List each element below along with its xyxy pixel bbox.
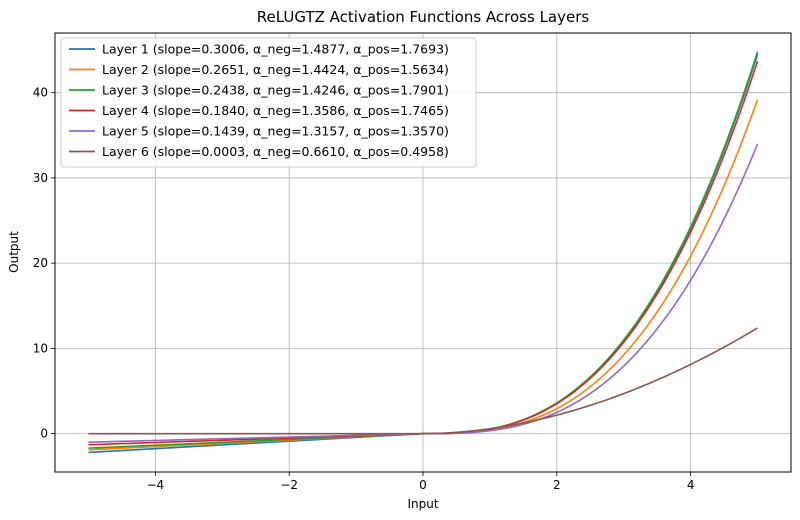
y-tick-label: 10 [33, 341, 48, 355]
x-axis-label: Input [407, 497, 438, 511]
x-tick-label: 2 [553, 478, 561, 492]
y-tick-label: 20 [33, 256, 48, 270]
y-axis-label: Output [7, 231, 21, 273]
legend-label: Layer 2 (slope=0.2651, α_neg=1.4424, α_p… [102, 62, 449, 77]
legend-label: Layer 5 (slope=0.1439, α_neg=1.3157, α_p… [102, 124, 449, 139]
y-tick-label: 40 [33, 86, 48, 100]
legend-label: Layer 3 (slope=0.2438, α_neg=1.4246, α_p… [102, 83, 449, 98]
legend: Layer 1 (slope=0.3006, α_neg=1.4877, α_p… [60, 37, 477, 168]
legend-label: Layer 4 (slope=0.1840, α_neg=1.3586, α_p… [102, 103, 449, 118]
series-lines [88, 51, 759, 454]
series-line-layer-6 [88, 327, 758, 435]
legend-label: Layer 6 (slope=0.0003, α_neg=0.6610, α_p… [102, 144, 449, 159]
x-tick-label: −4 [147, 478, 165, 492]
x-tick-label: 0 [419, 478, 427, 492]
x-tick-label: −2 [280, 478, 298, 492]
y-tick-label: 0 [40, 427, 48, 441]
x-tick-label: 4 [687, 478, 695, 492]
legend-box [60, 37, 477, 168]
y-tick-label: 30 [33, 171, 48, 185]
chart-title: ReLUGTZ Activation Functions Across Laye… [257, 8, 590, 26]
legend-label: Layer 1 (slope=0.3006, α_neg=1.4877, α_p… [102, 42, 449, 57]
